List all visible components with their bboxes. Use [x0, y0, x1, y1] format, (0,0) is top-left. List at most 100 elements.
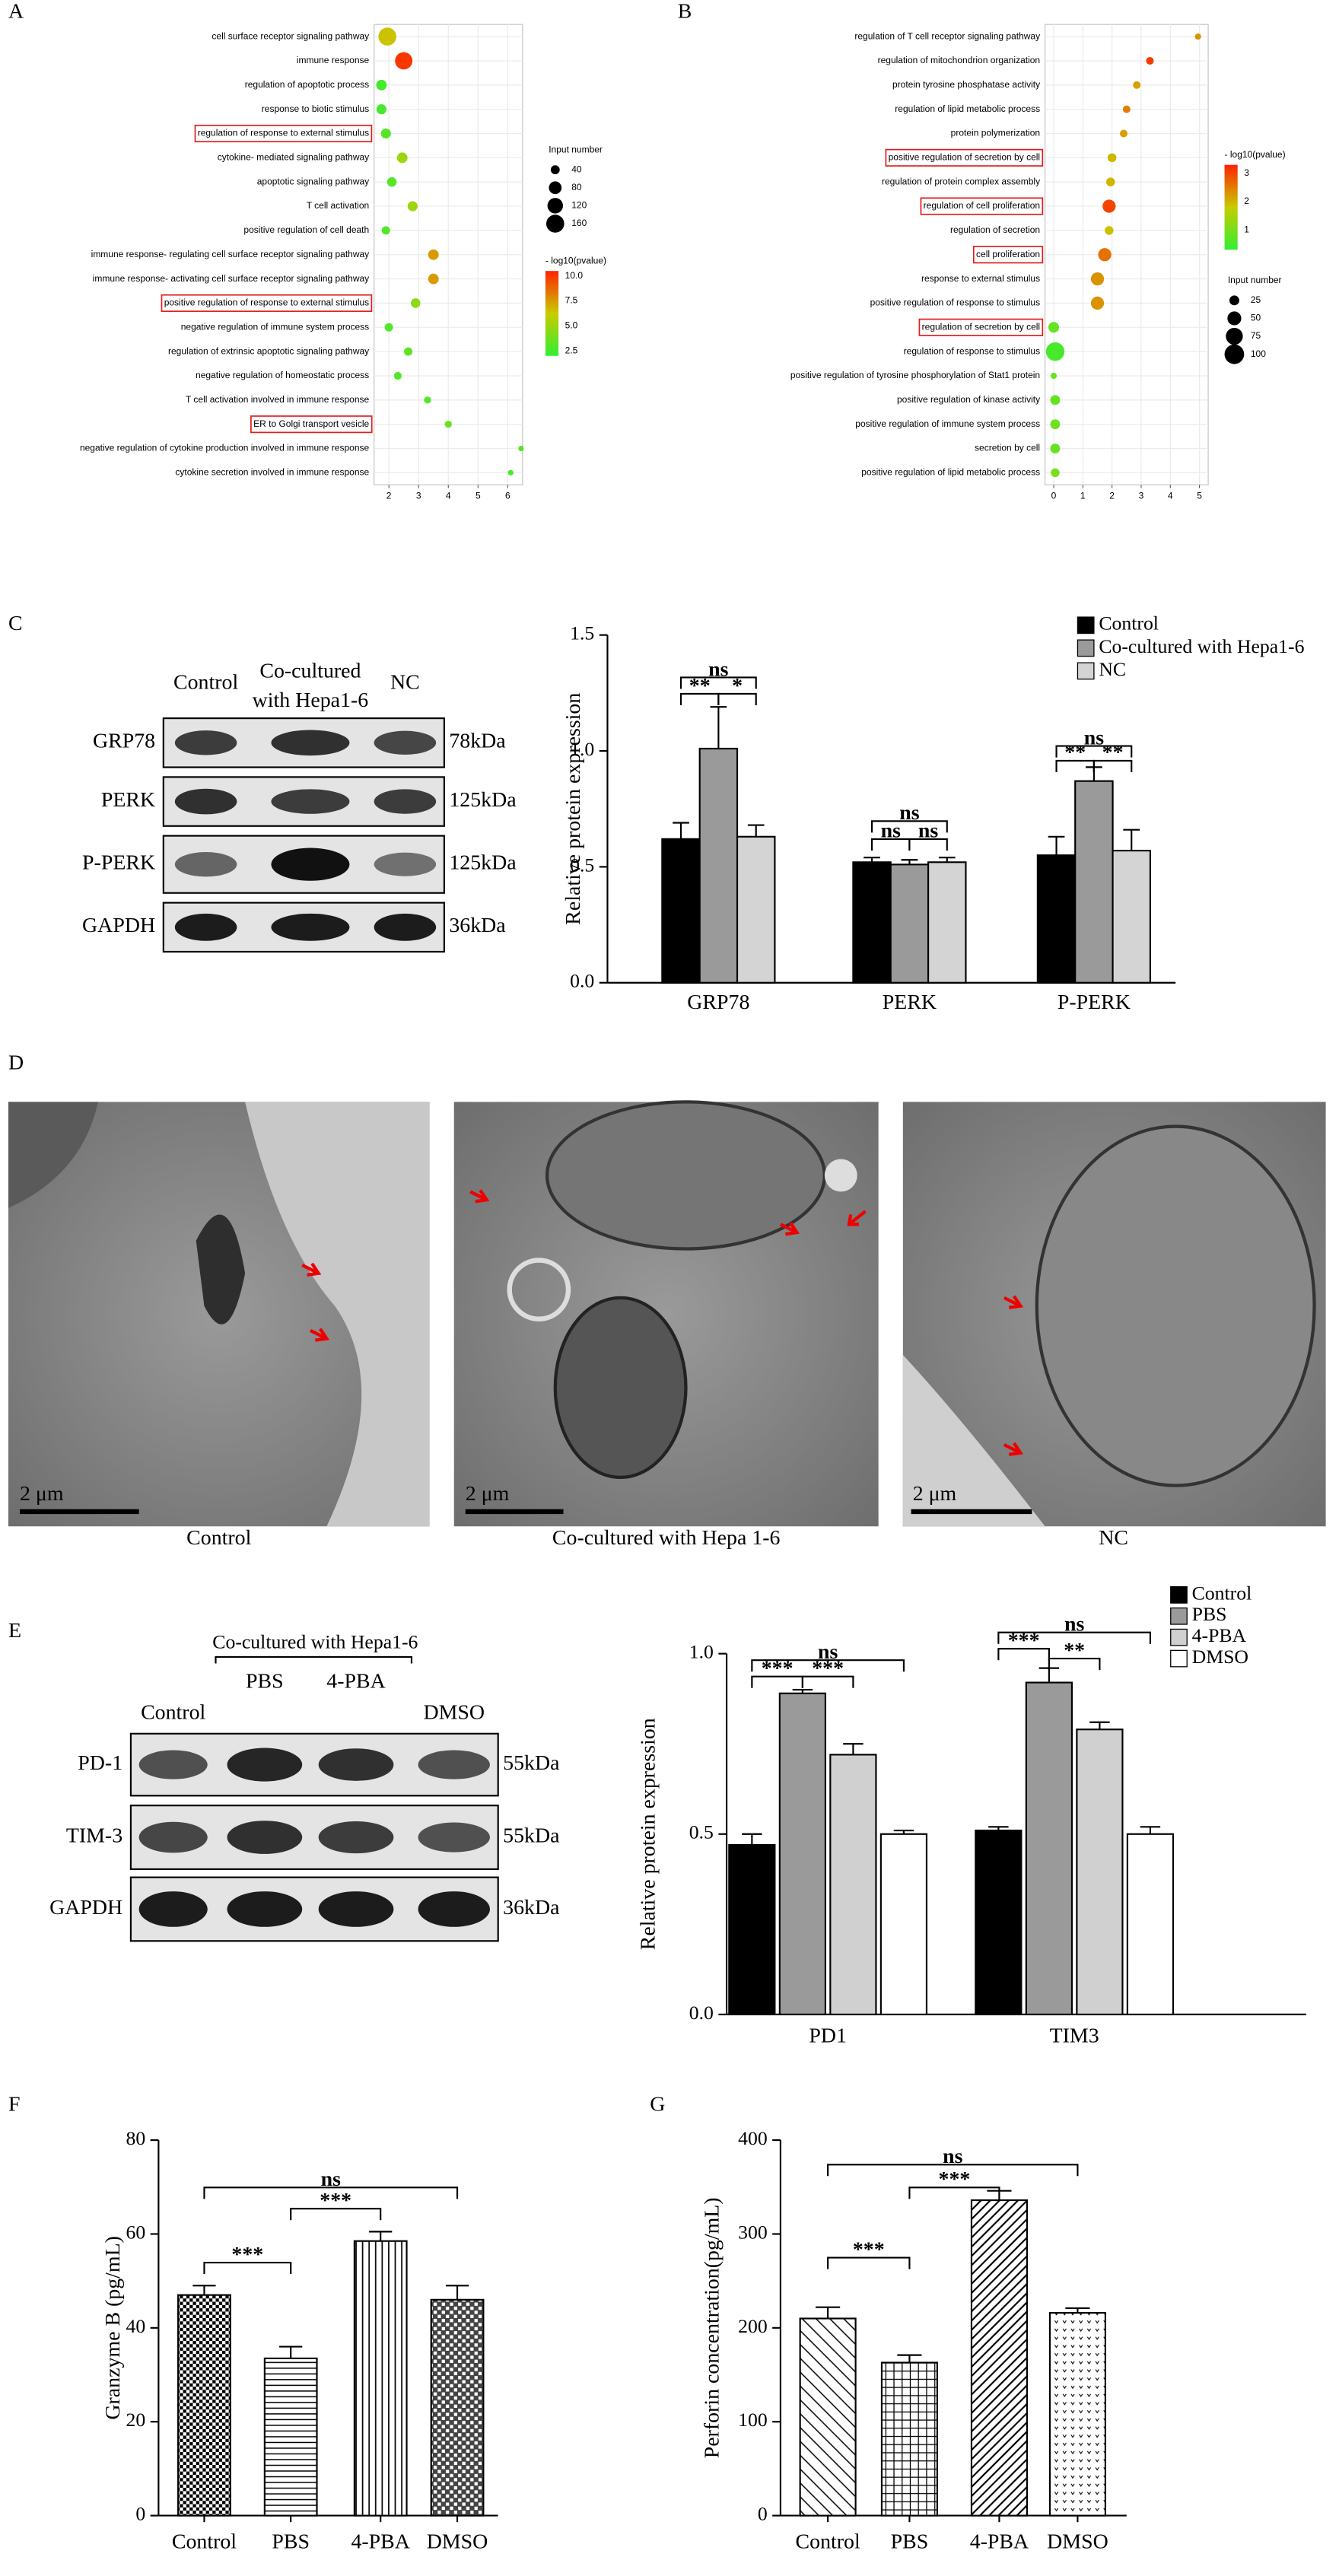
- bubble: [1194, 33, 1201, 40]
- micrograph-feature: [245, 1102, 430, 1527]
- y-tick-label: 0.5: [689, 1821, 714, 1843]
- significance-bracket: [1048, 1658, 1101, 1671]
- significance-bracket: [290, 2208, 382, 2221]
- significance-label: **: [689, 674, 711, 698]
- blot-band: [138, 1750, 208, 1779]
- highlight-box: [194, 124, 373, 143]
- legend-label: 40: [571, 164, 582, 174]
- panel-label: B: [678, 0, 692, 24]
- bubble: [1045, 342, 1065, 361]
- category-label: regulation of secretion: [950, 224, 1040, 235]
- significance-bracket: [1055, 745, 1133, 758]
- column-label: 4-PBA: [326, 1670, 385, 1693]
- row-label: PD-1: [78, 1751, 122, 1775]
- significance-label: ns: [708, 657, 729, 681]
- colorbar-label: 10.0: [565, 270, 584, 281]
- legend-label: 100: [1251, 348, 1266, 359]
- micrograph-feature: [824, 1159, 857, 1192]
- y-tick-label: 60: [126, 2221, 145, 2243]
- x-tick-label: DMSO: [1047, 2530, 1108, 2553]
- bar: [879, 1833, 928, 2015]
- micrograph-label: Co-cultured with Hepa 1-6: [552, 1526, 781, 1550]
- panel-label: G: [650, 2092, 665, 2116]
- row-label: P-PERK: [82, 851, 155, 875]
- bubble: [518, 445, 524, 452]
- bubble: [1050, 372, 1058, 380]
- blot-band: [227, 1748, 303, 1782]
- y-tick-label: 0.5: [570, 854, 594, 876]
- legend-label: 80: [571, 182, 582, 192]
- legend-marker: [1224, 344, 1245, 364]
- x-tick-label: 1: [1080, 490, 1086, 501]
- panel-label: A: [8, 0, 24, 24]
- legend-marker: [1226, 327, 1243, 345]
- bar: [698, 747, 739, 984]
- significance-label: *: [732, 674, 743, 698]
- x-tick-label: P-PERK: [1058, 991, 1131, 1014]
- significance-label: ***: [231, 2243, 263, 2266]
- blot-band: [138, 1891, 208, 1927]
- bubble: [424, 396, 431, 404]
- bubble: [1102, 199, 1116, 213]
- bubble: [1133, 81, 1141, 89]
- scale-bar-label: 2 μm: [20, 1482, 64, 1506]
- category-label: regulation of mitochondrion organization: [878, 55, 1040, 65]
- significance-bracket: [908, 838, 948, 851]
- bar: [1025, 1681, 1073, 2015]
- bar: [889, 863, 930, 984]
- blot-band: [174, 788, 237, 815]
- category-label: cell surface receptor signaling pathway: [212, 30, 369, 41]
- category-label: response to external stimulus: [921, 273, 1040, 284]
- legend-label: 120: [571, 200, 587, 211]
- x-tick-label: 2: [1109, 490, 1115, 501]
- colorbar-label: 7.5: [565, 295, 578, 306]
- significance-bracket: [801, 1675, 854, 1688]
- column-label: Co-cultured: [259, 659, 361, 682]
- blot-band: [138, 1821, 208, 1853]
- blot-band: [174, 730, 237, 755]
- bubble: [1050, 444, 1061, 453]
- size-label: 78kDa: [449, 730, 505, 753]
- category-label: positive regulation of tyrosine phosphor…: [790, 370, 1040, 380]
- arrow: [779, 1221, 800, 1236]
- bubble: [376, 104, 386, 115]
- highlight-box: [918, 318, 1044, 336]
- blot-band: [174, 913, 237, 941]
- y-tick-label: 80: [126, 2127, 145, 2149]
- significance-bracket: [997, 1648, 1050, 1661]
- colorbar: [1224, 164, 1238, 250]
- y-tick-label: 1.0: [689, 1641, 714, 1663]
- category-label: negative regulation of immune system pro…: [181, 321, 369, 332]
- legend-title: Input number: [1228, 275, 1282, 285]
- blot-band: [227, 1891, 303, 1927]
- category-label: positive regulation of kinase activity: [897, 394, 1040, 405]
- x-tick-label: 4-PBA: [970, 2530, 1029, 2553]
- group-bracket: [215, 1655, 413, 1664]
- category-label: positive regulation of immune system pro…: [855, 418, 1040, 429]
- colorbar-label: 3: [1244, 167, 1249, 178]
- highlight-box: [972, 246, 1044, 264]
- bubble: [444, 421, 452, 428]
- bubble: [1119, 129, 1127, 138]
- significance-label: **: [1064, 1639, 1085, 1662]
- group-label: Co-cultured with Hepa1-6: [212, 1631, 418, 1653]
- category-label: cell proliferation: [976, 249, 1040, 259]
- category-label: regulation of response to stimulus: [904, 345, 1040, 356]
- arrow: [1003, 1295, 1024, 1309]
- y-tick-label: 1.0: [570, 738, 594, 760]
- legend-title: Input number: [549, 145, 603, 155]
- x-tick-label: 5: [475, 490, 481, 501]
- arrow: [469, 1189, 490, 1204]
- bar: [927, 861, 967, 984]
- size-label: 55kDa: [503, 1751, 559, 1775]
- blot-band: [418, 1891, 490, 1927]
- y-tick-label: 0: [758, 2503, 768, 2525]
- micrograph-label: NC: [1099, 1526, 1128, 1550]
- blot-band: [271, 913, 350, 941]
- x-tick-label: Control: [172, 2530, 237, 2553]
- category-label: regulation of extrinsic apoptotic signal…: [168, 345, 369, 356]
- significance-label: ***: [762, 1657, 794, 1681]
- bar: [970, 2199, 1028, 2517]
- highlight-box: [920, 197, 1044, 215]
- bubble: [1105, 177, 1115, 186]
